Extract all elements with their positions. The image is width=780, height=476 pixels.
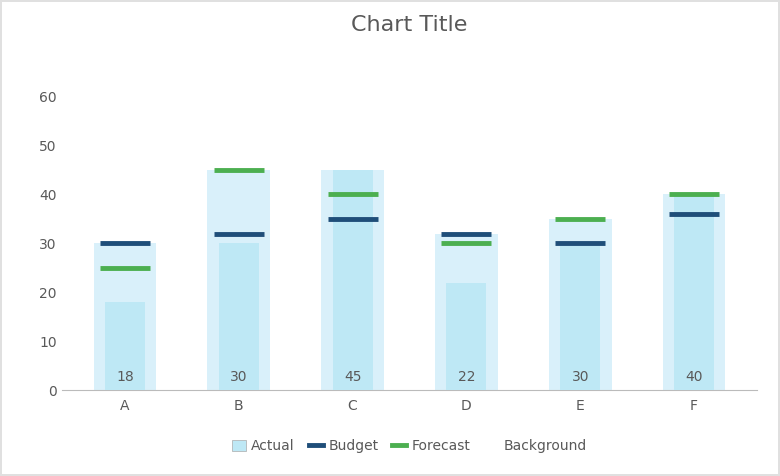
Bar — [560, 243, 600, 390]
Bar — [674, 195, 714, 390]
Bar — [333, 170, 373, 390]
Text: 30: 30 — [230, 370, 247, 385]
Text: 18: 18 — [116, 370, 134, 385]
Bar — [321, 170, 384, 390]
Text: 30: 30 — [572, 370, 589, 385]
Bar — [207, 170, 270, 390]
Bar — [446, 283, 486, 390]
Bar — [435, 234, 498, 390]
Title: Chart Title: Chart Title — [351, 15, 468, 35]
Bar — [549, 219, 612, 390]
Bar — [105, 302, 145, 390]
Legend: Actual, Budget, Forecast, Background: Actual, Budget, Forecast, Background — [226, 434, 593, 459]
Text: 40: 40 — [686, 370, 703, 385]
Text: 22: 22 — [458, 370, 475, 385]
Bar — [219, 243, 259, 390]
Bar — [94, 243, 156, 390]
Text: 45: 45 — [344, 370, 361, 385]
Bar — [663, 195, 725, 390]
